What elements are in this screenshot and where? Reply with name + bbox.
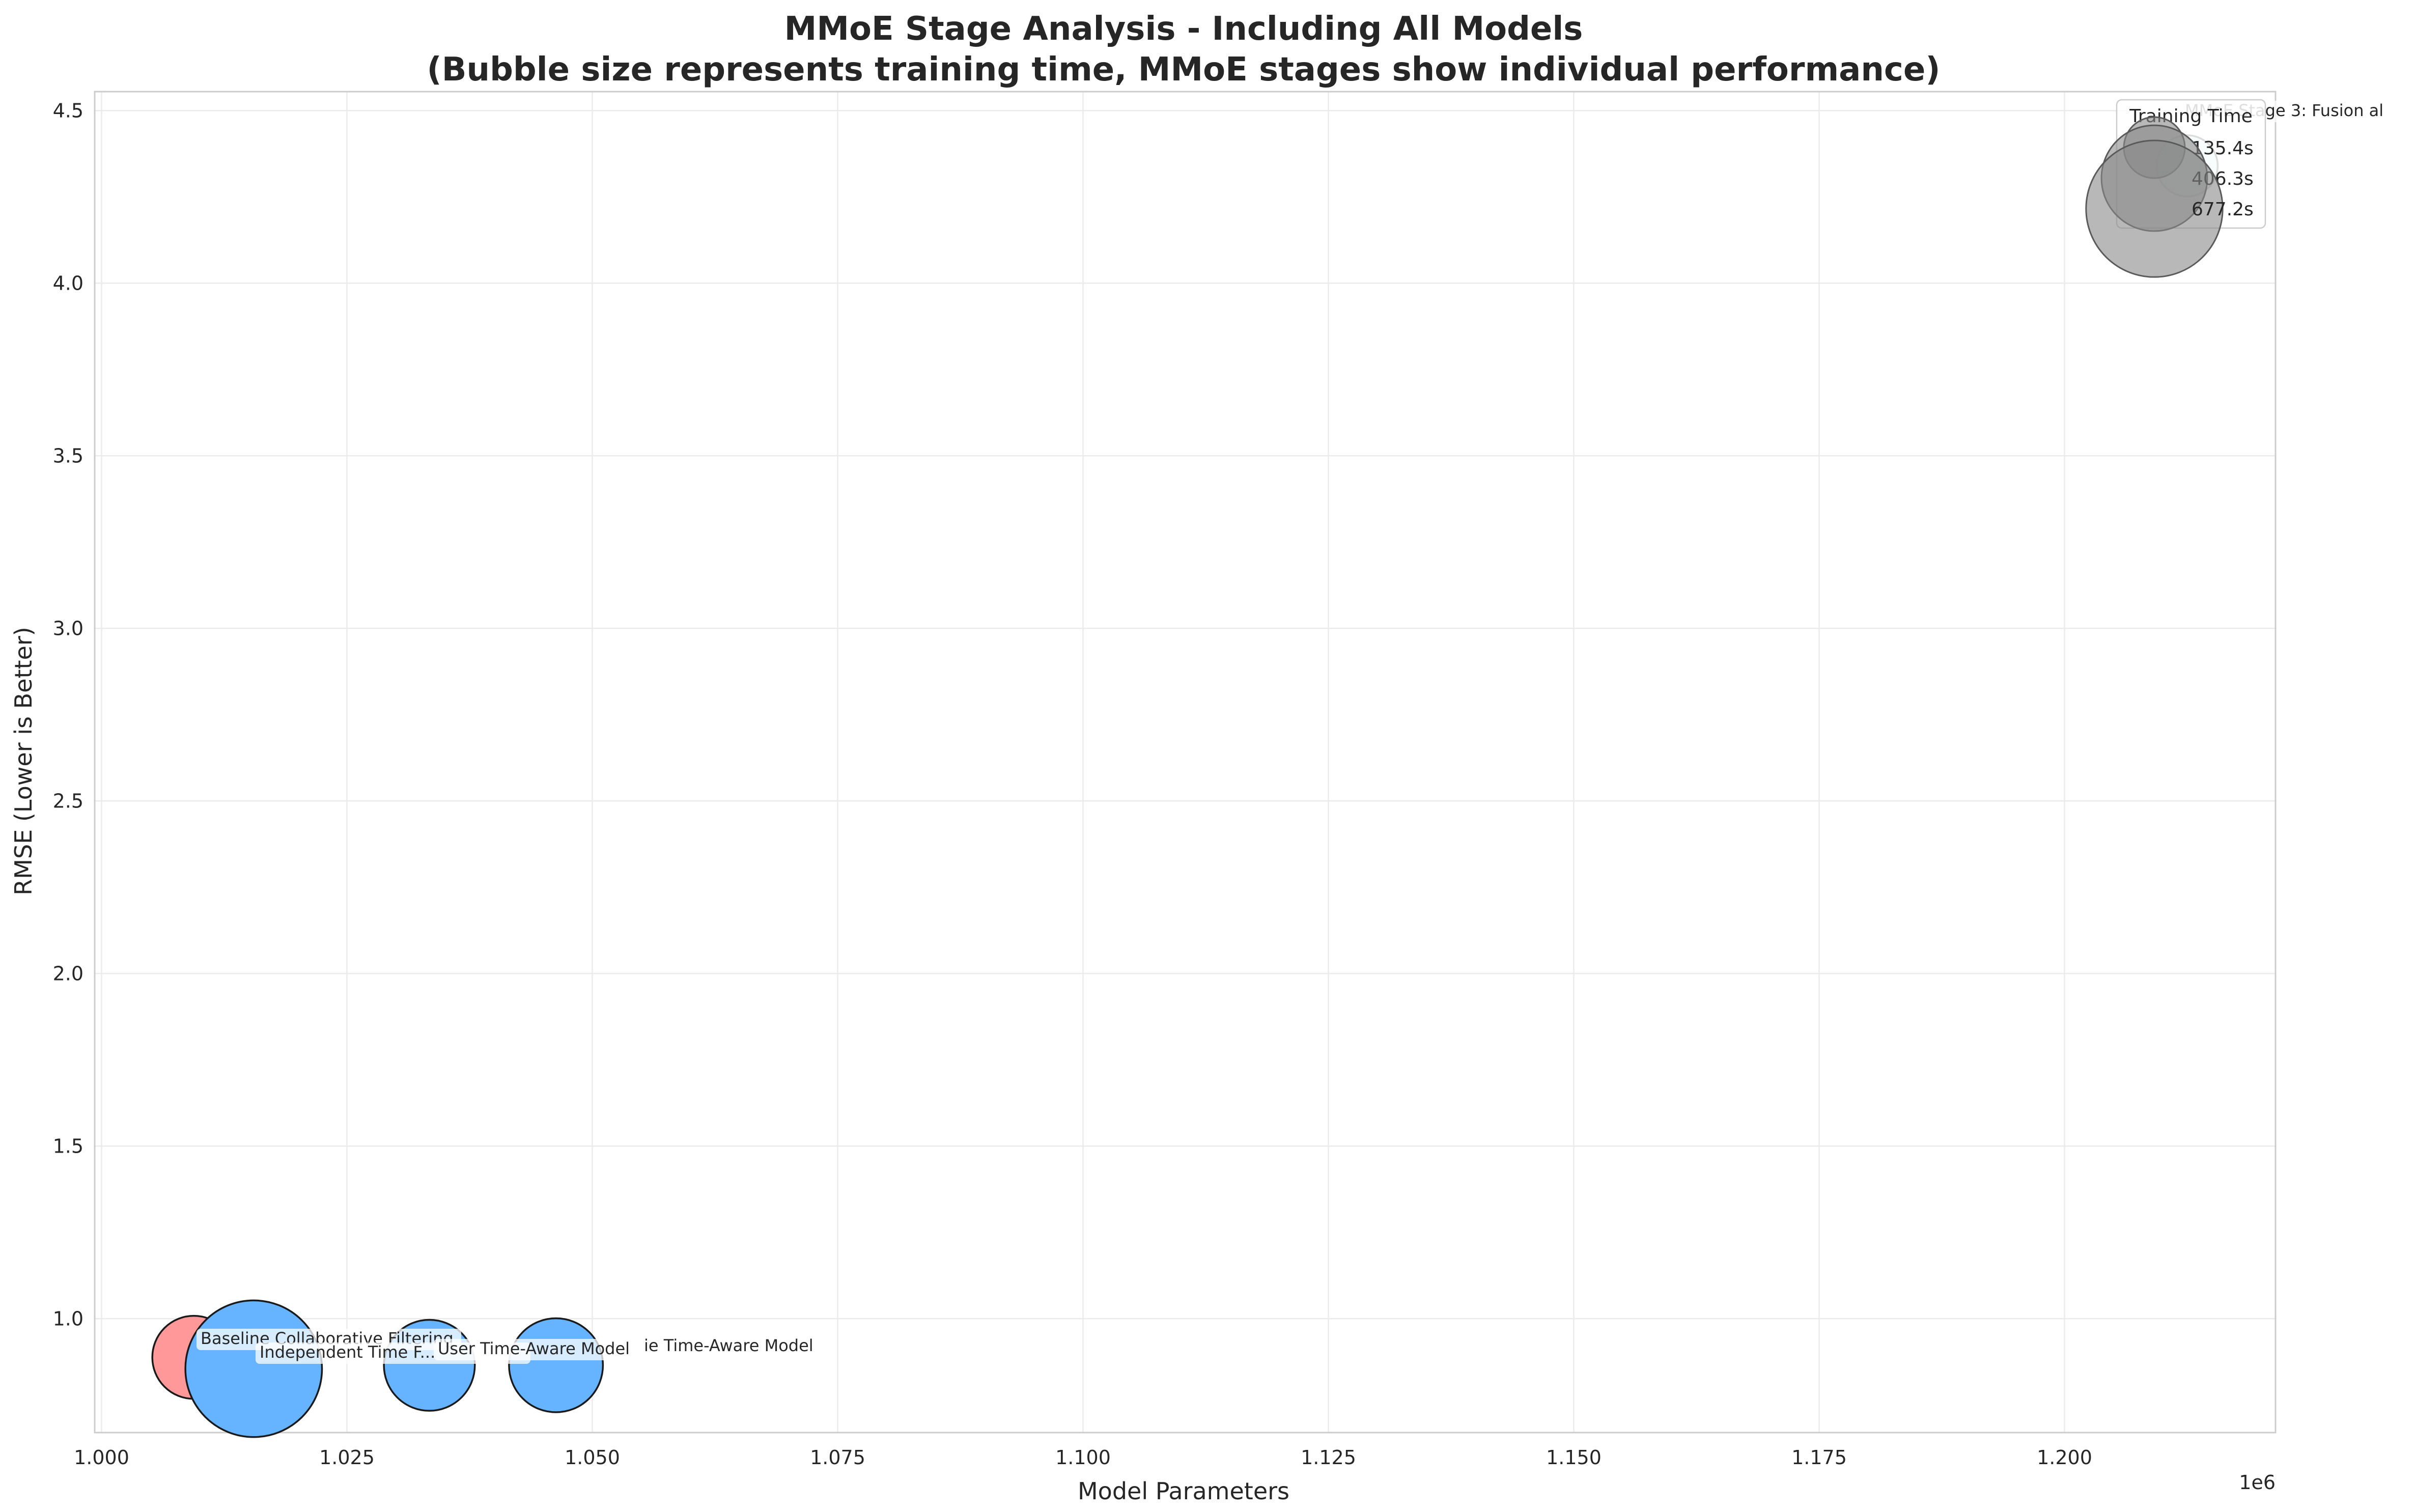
legend-bubble bbox=[2085, 139, 2224, 278]
annotations: Baseline Collaborative FilteringIndepend… bbox=[196, 101, 2405, 1364]
annotation-label: Independent Time F... bbox=[260, 1342, 435, 1362]
y-tick-label: 3.0 bbox=[53, 617, 83, 639]
annotation-label: ie Time-Aware Model bbox=[644, 1336, 813, 1355]
x-tick-label: 1.175 bbox=[1791, 1446, 1847, 1469]
plot-frame bbox=[94, 91, 2277, 1434]
bubble-point bbox=[508, 1317, 604, 1413]
annotation-box bbox=[434, 1339, 642, 1360]
x-tick-label: 1.125 bbox=[1301, 1446, 1356, 1469]
x-axis-label: Model Parameters bbox=[1078, 1477, 1289, 1505]
annotation-label: User Time-Aware Model bbox=[438, 1339, 630, 1358]
y-axis-ticks: 1.0 1.5 2.0 2.5 3.0 3.5 4.0 4.5 bbox=[53, 99, 83, 1330]
y-tick-label: 4.5 bbox=[53, 99, 83, 122]
x-tick-label: 1.150 bbox=[1546, 1446, 1602, 1469]
y-tick-label: 2.5 bbox=[53, 790, 83, 812]
x-axis-ticks: 1.000 1.025 1.050 1.075 1.100 1.125 1.150 1.175… bbox=[74, 1446, 2092, 1469]
y-tick-label: 1.5 bbox=[53, 1135, 83, 1157]
annotation-box bbox=[640, 1336, 833, 1357]
x-tick-label: 1.075 bbox=[810, 1446, 865, 1469]
x-tick-label: 1.050 bbox=[565, 1446, 620, 1469]
y-axis-label: RMSE (Lower is Better) bbox=[10, 627, 37, 895]
chart-title: MMoE Stage Analysis - Including All Mode… bbox=[784, 10, 1583, 48]
bubble-point bbox=[184, 1299, 323, 1438]
x-offset-label: 1e6 bbox=[2239, 1471, 2276, 1494]
grid-lines bbox=[95, 92, 2276, 1433]
y-tick-label: 3.5 bbox=[53, 444, 83, 467]
x-tick-label: 1.000 bbox=[74, 1446, 129, 1469]
chart-subtitle: (Bubble size represents training time, M… bbox=[427, 51, 1941, 89]
x-tick-label: 1.100 bbox=[1055, 1446, 1111, 1469]
y-tick-label: 1.0 bbox=[53, 1307, 83, 1330]
x-tick-label: 1.200 bbox=[2037, 1446, 2092, 1469]
x-tick-label: 1.025 bbox=[319, 1446, 375, 1469]
bubbles bbox=[151, 134, 2219, 1438]
y-tick-label: 2.0 bbox=[53, 962, 83, 985]
y-tick-label: 4.0 bbox=[53, 272, 83, 294]
legend-entry-label: 677.2s bbox=[2192, 199, 2254, 220]
